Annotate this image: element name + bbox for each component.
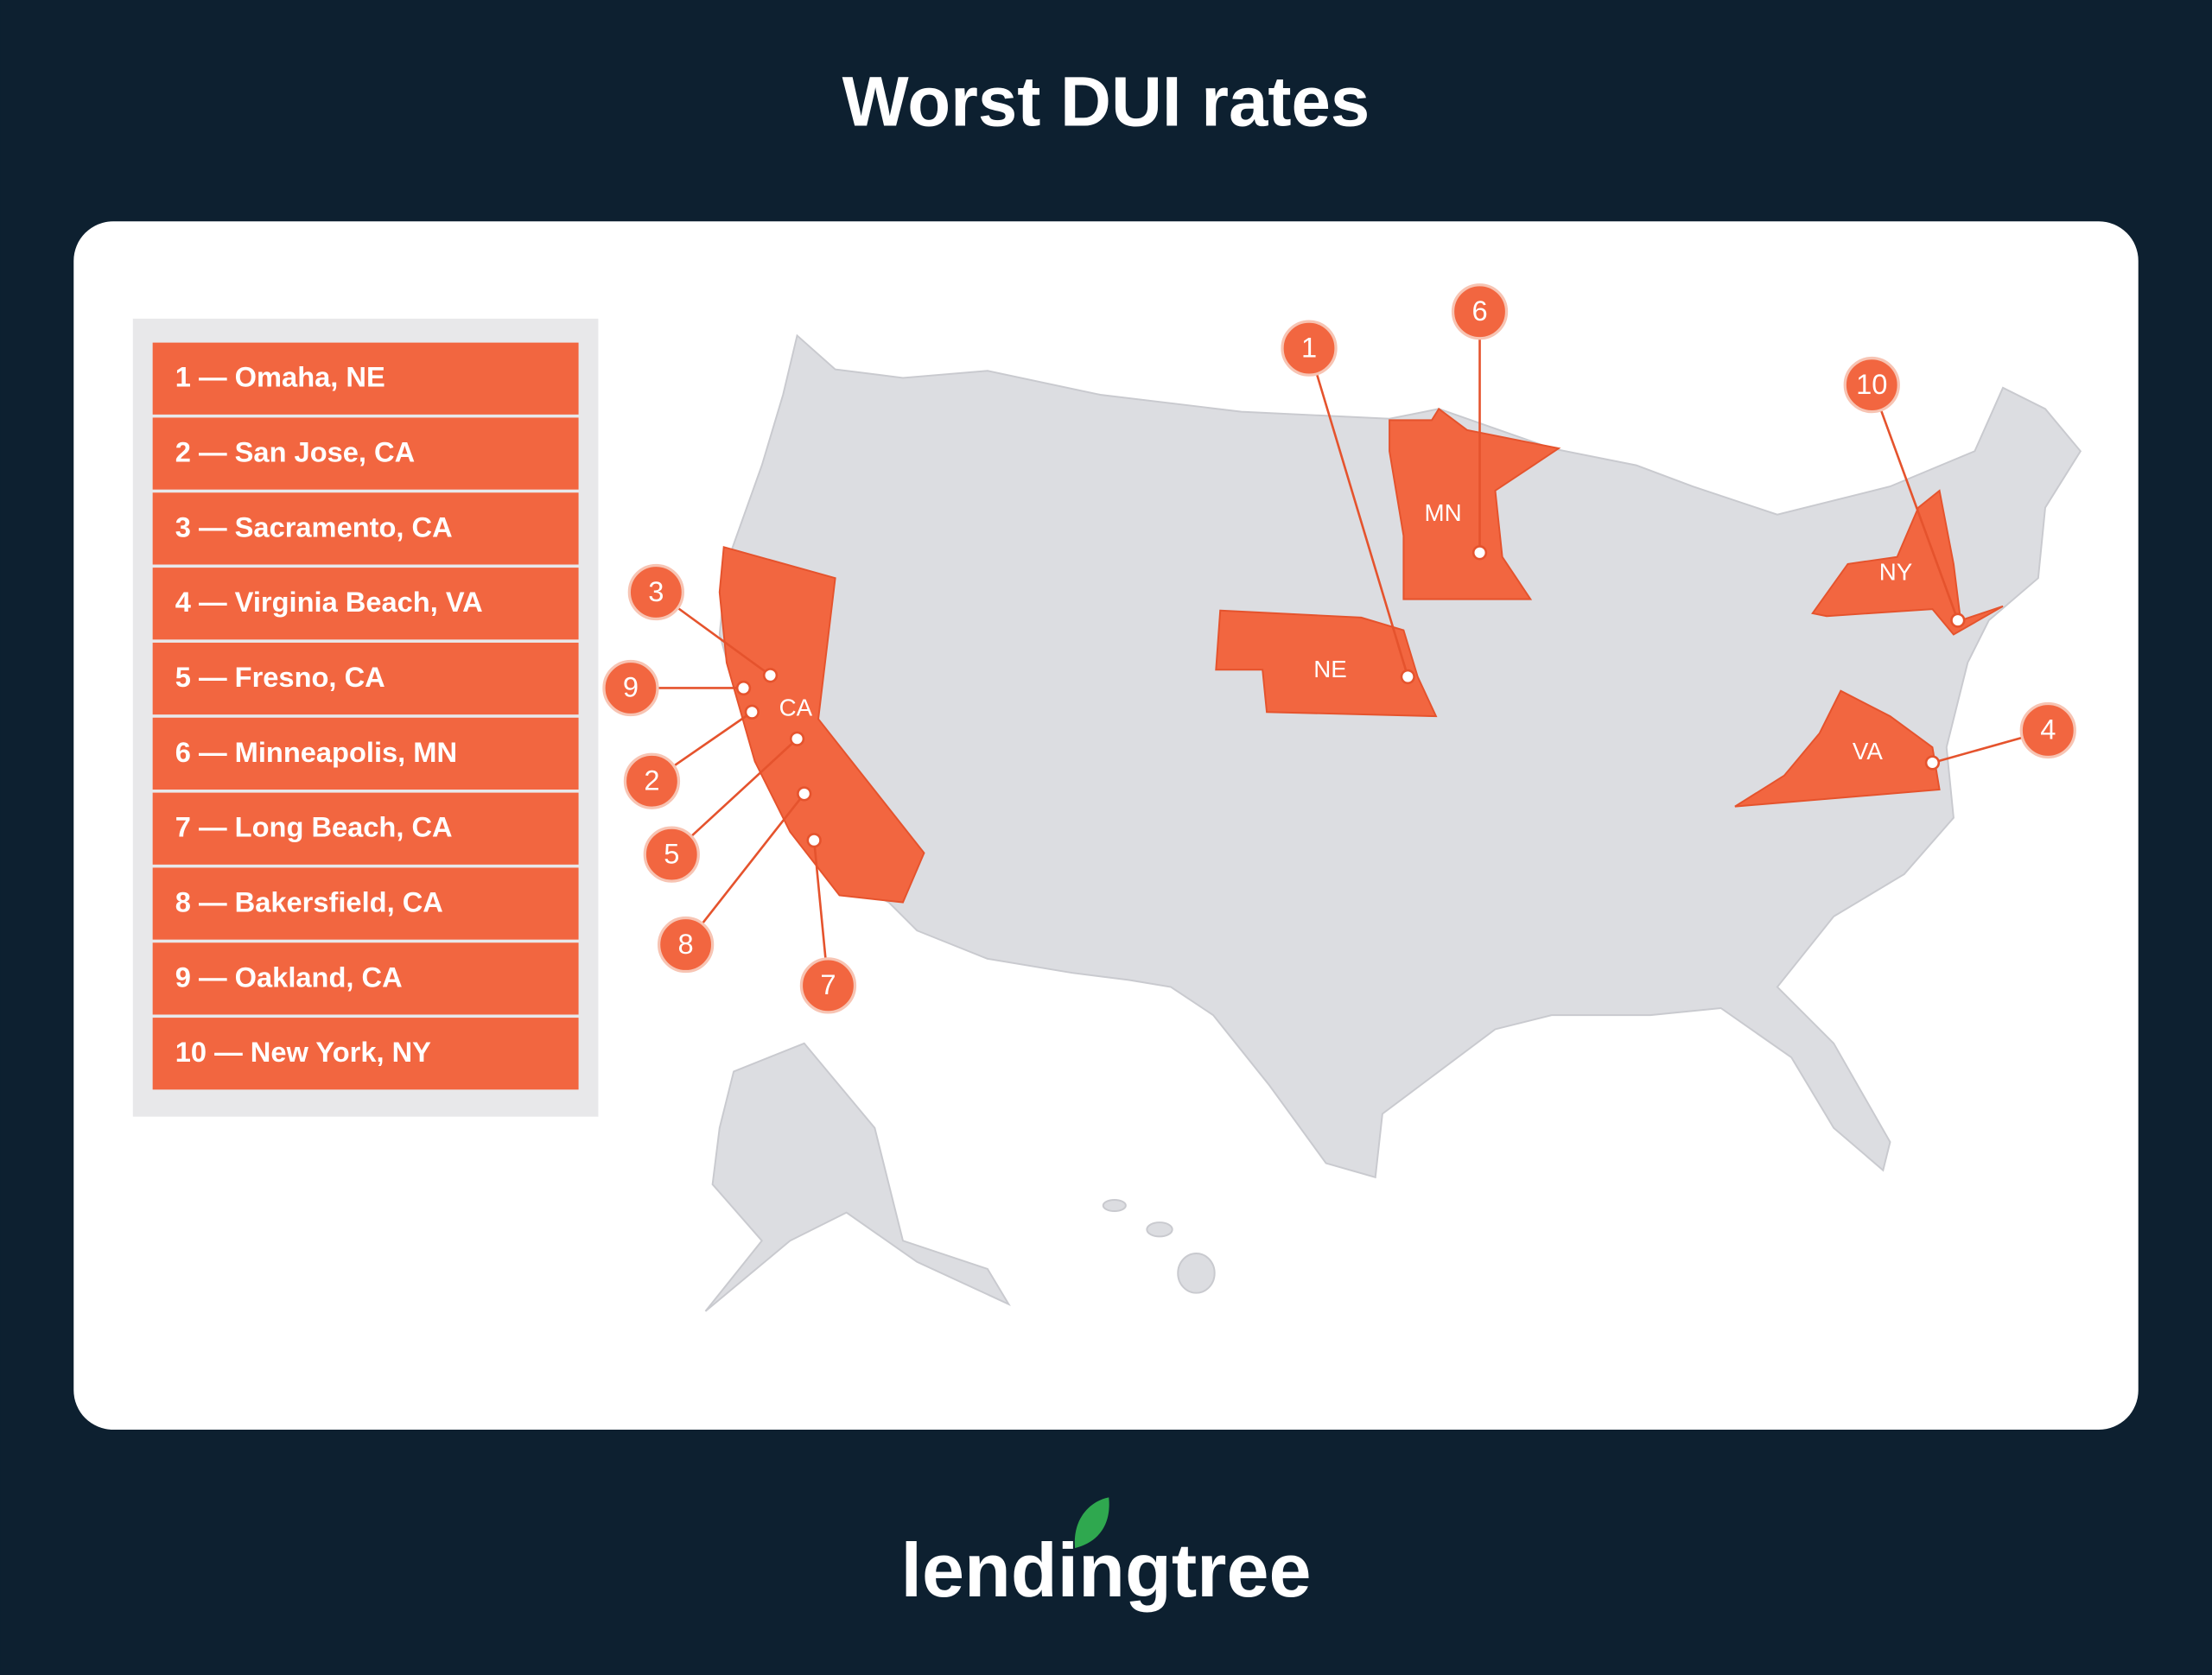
map <box>704 333 2082 1312</box>
list-item-text: 1 — Omaha, NE <box>175 361 385 393</box>
marker-dot <box>1950 612 1966 628</box>
contiguous-us <box>718 333 2082 1179</box>
alaska <box>704 1042 1011 1312</box>
marker-dot <box>762 668 779 683</box>
marker-badge <box>1281 320 1338 377</box>
state-label: CA <box>779 694 813 720</box>
list-item-text: 10 — New York, NY <box>175 1036 431 1068</box>
state-label: NE <box>1313 656 1347 682</box>
marker-badge <box>2019 701 2076 759</box>
marker-leader <box>1307 347 1409 677</box>
list-item-text: 5 — Fresno, CA <box>175 661 385 693</box>
marker-dot <box>806 833 822 848</box>
state-label: NY <box>1879 559 1913 586</box>
list-item <box>152 942 579 1015</box>
marker-dot <box>744 704 760 720</box>
list-item <box>152 867 579 940</box>
marker-dot <box>789 731 805 746</box>
marker-badge <box>1451 283 1509 340</box>
marker-number: 4 <box>2040 714 2056 746</box>
markers: 1 2 3 4 5 6 7 8 9 10 <box>602 283 2076 1014</box>
hawaii <box>1177 1253 1216 1294</box>
list-item <box>152 717 579 790</box>
title: Worst DUI rates <box>842 63 1370 142</box>
state-label: VA <box>1853 738 1883 765</box>
marker-badge <box>623 752 681 809</box>
state-ne <box>1215 609 1438 718</box>
marker-number: 1 <box>1301 331 1317 363</box>
list-item <box>152 1018 579 1090</box>
marker-dot <box>797 786 812 802</box>
marker-number: 8 <box>678 928 694 960</box>
marker-badge <box>602 659 659 717</box>
list-item <box>152 417 579 490</box>
logo-leaf <box>1074 1497 1109 1549</box>
marker-badge <box>627 563 684 621</box>
list-item <box>152 342 579 415</box>
list-item <box>152 792 579 865</box>
marker-dot <box>1924 755 1941 771</box>
marker-leader <box>684 793 805 946</box>
list-item-text: 8 — Bakersfield, CA <box>175 885 443 917</box>
state-ny <box>1811 489 2004 636</box>
marker-number: 9 <box>623 671 639 703</box>
list-item <box>152 492 579 565</box>
state-ca <box>718 546 925 904</box>
marker-number: 10 <box>1856 368 1887 400</box>
list-item <box>152 568 579 640</box>
marker-number: 3 <box>648 575 664 607</box>
marker-badge <box>1843 356 1900 414</box>
logo: lendingtree <box>901 1527 1312 1613</box>
marker-number: 6 <box>1471 295 1487 327</box>
list-item-text: 9 — Oakland, CA <box>175 961 403 993</box>
list-item-text: 2 — San Jose, CA <box>175 436 415 468</box>
ranking-list: 1 — Omaha, NE 2 — San Jose, CA 3 — Sacrame… <box>152 342 579 1090</box>
state-mn <box>1389 407 1561 600</box>
state-label: MN <box>1425 499 1462 526</box>
marker-leader <box>1871 384 1960 621</box>
list-item-text: 7 — Long Beach, CA <box>175 811 453 843</box>
marker-badge <box>643 826 700 883</box>
state-labels: CA MN NE NY VA <box>779 499 1913 765</box>
list-item <box>152 642 579 715</box>
marker-number: 7 <box>820 968 836 1000</box>
hawaii <box>1146 1221 1173 1238</box>
marker-badge <box>799 957 857 1014</box>
list-item-text: 3 — Sacramento, CA <box>175 511 453 542</box>
marker-dot <box>1400 669 1415 685</box>
marker-dot <box>735 680 752 696</box>
state-va <box>1734 689 1941 808</box>
marker-leader <box>671 738 798 856</box>
marker-badge <box>657 916 715 974</box>
marker-number: 5 <box>664 837 679 869</box>
list-item-text: 6 — Minneapolis, MN <box>175 736 457 768</box>
marker-number: 2 <box>644 764 659 796</box>
marker-dot <box>1471 545 1488 561</box>
list-item-text: 4 — Virginia Beach, VA <box>175 586 483 618</box>
hawaii <box>1102 1198 1127 1213</box>
